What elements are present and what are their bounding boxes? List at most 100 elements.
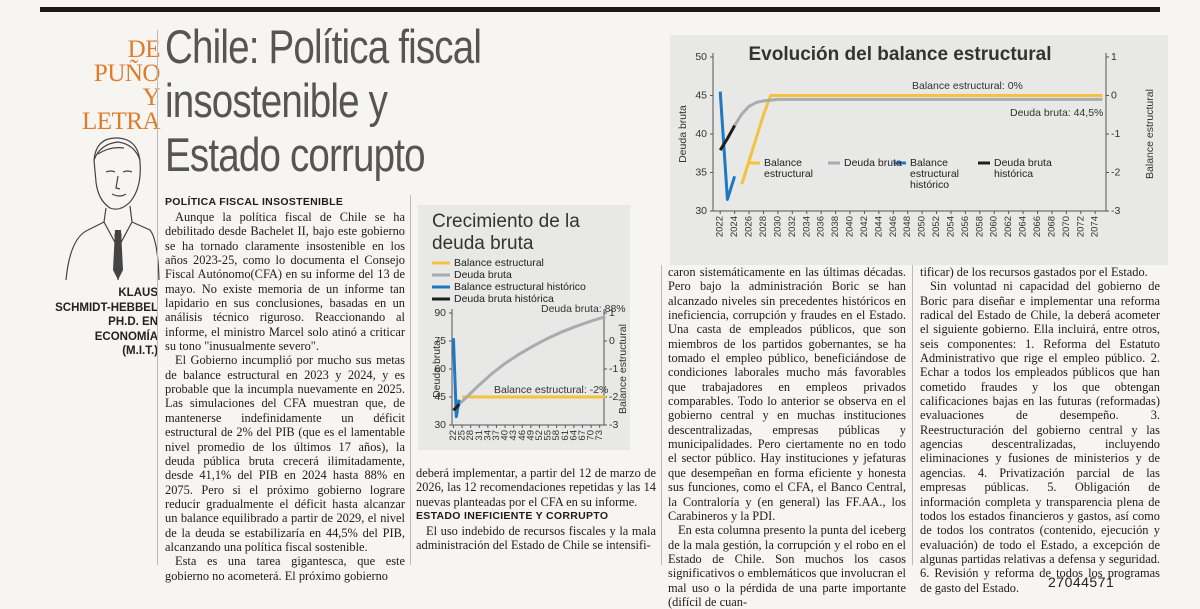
section-line: DE — [127, 36, 161, 63]
x-tick-label: 2026 — [744, 216, 755, 237]
legend-label: Balance estructural — [454, 257, 544, 269]
x-tick-label: 2070 — [1061, 216, 1072, 237]
series-line — [740, 94, 1103, 185]
x-tick-label: 2024 — [729, 216, 740, 237]
legend-label: Deuda bruta histórica — [454, 293, 554, 305]
y2-tick-label: 1 — [1111, 51, 1117, 63]
x-tick-label: 2036 — [816, 216, 827, 237]
author-line: SCHMIDT-HEBBEL — [55, 301, 158, 314]
section-label: DE PUÑO Y LETRA — [60, 36, 161, 134]
x-tick-label: 2022 — [715, 216, 726, 237]
x-tick-label: 2050 — [917, 216, 928, 237]
x-tick-label: 52 — [534, 430, 545, 441]
y-axis-title: Deuda bruta — [677, 105, 689, 163]
chart-title: Evolución del balance estructural — [748, 44, 1052, 65]
x-tick-label: 2034 — [801, 216, 812, 237]
annotation: Deuda bruta: 88% — [541, 303, 626, 315]
x-tick-label: 2048 — [902, 216, 913, 237]
paragraph: Aunque la política fiscal de Chile se ha… — [165, 210, 405, 354]
series-line — [718, 91, 737, 201]
y-tick-label: 30 — [695, 205, 707, 217]
x-tick-label: 2052 — [931, 216, 942, 237]
x-tick-label: 34 — [482, 430, 493, 441]
text-column: POLÍTICA FISCAL INSOSTENIBLE Aunque la po… — [165, 195, 405, 583]
x-tick-label: 28 — [465, 430, 476, 441]
y2-tick-label: -2 — [609, 391, 618, 403]
section-line: PUÑO — [93, 60, 161, 87]
watermark: 27044571 — [1048, 574, 1115, 590]
x-tick-label: 2030 — [772, 216, 783, 237]
y-tick-label: 30 — [434, 419, 446, 431]
x-tick-label: 2054 — [945, 216, 956, 237]
x-tick-label: 2038 — [830, 216, 841, 237]
x-tick-label: 2060 — [989, 216, 1000, 237]
annotation: Balance estructural: 0% — [912, 80, 1023, 92]
author-line: (M.I.T.) — [122, 345, 158, 357]
x-tick-label: 37 — [491, 430, 502, 441]
column-rule — [912, 265, 913, 565]
legend-label: Balance estructural — [764, 157, 814, 180]
series-line — [718, 124, 736, 151]
x-tick-label: 64 — [568, 430, 579, 441]
y-axis-title: Deuda bruta — [431, 340, 443, 398]
headline-line: Chile: Política fiscal — [165, 20, 482, 73]
x-tick-label: 2032 — [787, 216, 798, 237]
legend-label: Deuda bruta — [454, 269, 512, 281]
x-tick-label: 2044 — [873, 216, 884, 237]
paragraph: El uso indebido de recursos fiscales y l… — [416, 524, 656, 553]
x-tick-label: 2028 — [758, 216, 769, 237]
paragraph: Sin voluntad ni capacidad del gobierno d… — [920, 279, 1160, 595]
paragraph: tificar) de los recursos gastados por el… — [920, 265, 1148, 279]
x-tick-label: 2074 — [1090, 216, 1101, 237]
y-tick-label: 90 — [434, 307, 446, 319]
y2-tick-label: -1 — [609, 363, 618, 375]
series-line — [452, 403, 461, 412]
annotation: Deuda bruta: 44,5% — [1010, 107, 1103, 119]
x-tick-label: 61 — [560, 430, 571, 441]
paragraph: caron sistemáticamente en las últimas dé… — [668, 265, 906, 523]
x-tick-label: 22 — [448, 430, 459, 441]
author-line: PH.D. EN — [108, 316, 158, 328]
x-tick-label: 2068 — [1046, 216, 1057, 237]
portrait — [65, 137, 160, 281]
x-tick-label: 40 — [500, 430, 511, 441]
x-tick-label: 70 — [586, 430, 597, 441]
x-tick-label: 2072 — [1075, 216, 1086, 237]
x-tick-label: 2064 — [1018, 216, 1029, 237]
y-tick-label: 40 — [695, 128, 707, 140]
y2-tick-label: 0 — [609, 335, 615, 347]
author-line: ECONOMÍA — [94, 330, 158, 343]
column-rule — [157, 30, 158, 565]
y-tick-label: 75 — [434, 335, 446, 347]
series-line — [733, 97, 1103, 127]
y2-tick-label: 1 — [609, 307, 615, 319]
column-rule — [410, 195, 411, 565]
y2-tick-label: -2 — [1111, 166, 1120, 178]
paragraph: deberá implementar, a partir del 12 de m… — [416, 466, 656, 509]
y2-tick-label: 0 — [1111, 89, 1117, 101]
x-tick-label: 2042 — [859, 216, 870, 237]
x-tick-label: 73 — [594, 430, 605, 441]
headline-line: insostenible y — [165, 74, 388, 127]
x-tick-label: 55 — [543, 430, 554, 441]
author-line: KLAUS — [118, 287, 158, 299]
x-tick-label: 2058 — [974, 216, 985, 237]
x-tick-label: 31 — [474, 430, 485, 441]
annotation: Balance estructural: -2% — [494, 384, 608, 396]
chart-title: Crecimiento de la deuda bruta — [432, 211, 580, 254]
y-tick-label: 60 — [434, 363, 446, 375]
text-column: deberá implementar, a partir del 12 de m… — [416, 466, 656, 553]
legend-label: Balance estructural histórico — [910, 157, 960, 191]
paragraph: Esta es una tarea gigantesca, que este g… — [165, 554, 405, 583]
x-tick-label: 25 — [457, 430, 468, 441]
x-tick-label: 67 — [577, 430, 588, 441]
x-tick-label: 58 — [551, 430, 562, 441]
paragraph: El Gobierno incumplió por mucho sus meta… — [165, 353, 405, 554]
column-rule — [661, 265, 662, 565]
series-line — [458, 315, 606, 406]
headline: Chile: Política fiscal insostenible y Esta… — [165, 20, 550, 182]
x-tick-label: 2040 — [845, 216, 856, 237]
legend-label: Balance estructural histórico — [454, 281, 586, 293]
